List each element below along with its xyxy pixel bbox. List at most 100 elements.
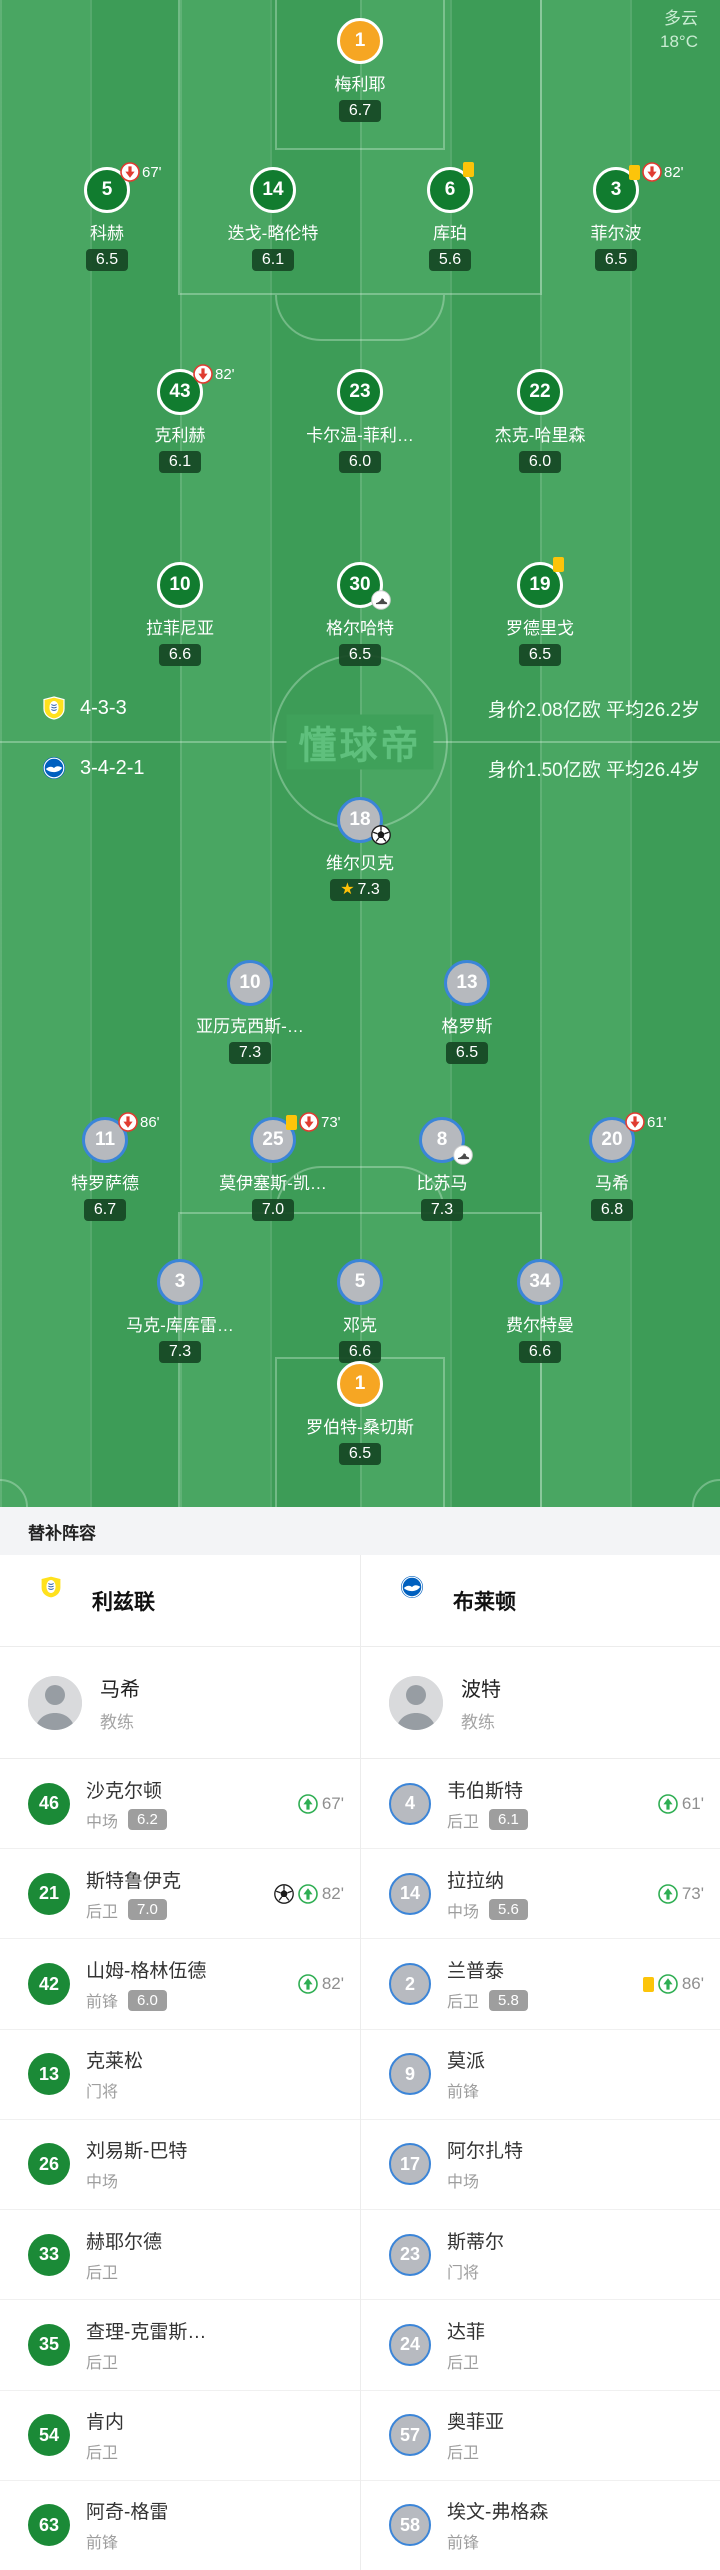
player-circle: 11 86' xyxy=(82,1112,160,1163)
weather-temperature: 18°C xyxy=(660,31,698,51)
player-rating: 6.6 xyxy=(338,1341,382,1363)
sub-player-number: 35 xyxy=(38,2334,60,2355)
sub-player-position: 后卫 xyxy=(86,1903,119,1921)
player-node[interactable]: 6 库珀 5.6 xyxy=(370,162,530,271)
player-circle: 6 xyxy=(427,162,474,213)
sub-player-row[interactable]: 13 克莱松 门将 xyxy=(0,2030,360,2120)
player-node[interactable]: 14 迭戈-略伦特 6.1 xyxy=(193,167,353,271)
away-team-header[interactable]: 布莱顿 xyxy=(361,1555,720,1647)
sub-player-row[interactable]: 2 兰普泰 后卫 5.8 86' xyxy=(361,1939,720,2030)
sub-player-position: 后卫 xyxy=(447,2354,480,2372)
player-node[interactable]: 10 拉菲尼亚 6.6 xyxy=(100,562,260,666)
player-node[interactable]: 1 罗伯特-桑切斯 6.5 xyxy=(280,1361,440,1465)
player-name: 维尔贝克 xyxy=(326,854,394,873)
player-node[interactable]: 18 维尔贝克 ★ 7.3 xyxy=(280,797,440,901)
sub-player-row[interactable]: 58 埃文-弗格森 前锋 xyxy=(361,2481,720,2570)
subs-section-header: 替补阵容 xyxy=(0,1507,720,1555)
player-node[interactable]: 5 邓克 6.6 xyxy=(280,1259,440,1363)
motm-star-icon: ★ xyxy=(340,881,355,898)
player-circle: 8 xyxy=(419,1117,473,1165)
sub-player-row[interactable]: 4 韦伯斯特 后卫 6.1 61' xyxy=(361,1759,720,1850)
sub-player-number: 13 xyxy=(38,2063,60,2084)
player-name: 克利赫 xyxy=(154,426,206,445)
sub-player-number: 57 xyxy=(399,2424,421,2445)
sub-out-icon xyxy=(120,162,140,182)
sub-player-row[interactable]: 33 赫耶尔德 后卫 xyxy=(0,2210,360,2301)
player-number: 14 xyxy=(262,179,284,200)
sub-player-row[interactable]: 63 阿奇-格雷 前锋 xyxy=(0,2481,360,2570)
sub-player-row[interactable]: 21 斯特鲁伊克 后卫 7.0 82' xyxy=(0,1849,360,1940)
watermark: 懂球帝 xyxy=(286,714,434,770)
sub-player-row[interactable]: 17 阿尔扎特 中场 xyxy=(361,2120,720,2211)
sub-player-circle: 58 xyxy=(389,2504,431,2547)
sub-player-number: 42 xyxy=(38,1973,60,1994)
assist-boot-icon xyxy=(371,590,391,610)
sub-player-name: 拉拉纳 xyxy=(447,1870,505,1892)
sub-minute: 61' xyxy=(681,1793,704,1813)
sub-player-number: 58 xyxy=(399,2514,421,2535)
home-coach-row[interactable]: 马希 教练 xyxy=(0,1647,360,1759)
leeds-crest-icon xyxy=(28,1575,74,1626)
player-number: 11 xyxy=(94,1129,116,1150)
sub-in-icon xyxy=(658,1884,678,1904)
yellow-card-icon xyxy=(629,164,640,180)
sub-player-position: 前锋 xyxy=(86,2535,119,2553)
player-node[interactable]: 43 82' 克利赫 6.1 xyxy=(100,364,260,473)
sub-player-name: 埃文-弗格森 xyxy=(447,2502,549,2524)
player-number: 25 xyxy=(262,1129,284,1150)
player-node[interactable]: 34 费尔特曼 6.6 xyxy=(460,1259,620,1363)
assist-boot-icon xyxy=(453,1145,473,1165)
player-node[interactable]: 10 亚历克西斯-… 7.3 xyxy=(170,960,330,1064)
player-node[interactable]: 5 67' 科赫 6.5 xyxy=(27,162,187,271)
sub-player-row[interactable]: 54 肯内 后卫 xyxy=(0,2391,360,2481)
player-node[interactable]: 23 卡尔温-菲利… 6.0 xyxy=(280,369,440,473)
player-number: 30 xyxy=(349,574,371,595)
sub-minute: 61' xyxy=(647,1113,667,1131)
sub-player-row[interactable]: 26 刘易斯-巴特 中场 xyxy=(0,2120,360,2211)
sub-player-circle: 35 xyxy=(28,2323,70,2366)
away-coach-name: 波特 xyxy=(461,1678,501,1701)
player-node[interactable]: 19 罗德里戈 6.5 xyxy=(460,557,620,666)
player-node[interactable]: 13 格罗斯 6.5 xyxy=(387,960,547,1064)
player-number: 20 xyxy=(601,1129,623,1150)
player-node[interactable]: 3 82' 菲尔波 6.5 xyxy=(536,162,696,271)
home-squad-info: 身价2.08亿欧 平均26.2岁 xyxy=(487,699,700,721)
sub-player-row[interactable]: 35 查理-克雷斯… 后卫 xyxy=(0,2300,360,2391)
away-coach-avatar xyxy=(389,1675,443,1730)
player-rating: ★ 7.3 xyxy=(330,879,390,901)
sub-player-row[interactable]: 24 达菲 后卫 xyxy=(361,2300,720,2391)
substitutes-section: 利兹联 马希 教练 46 沙克尔顿 中场 6.2 67' 21 斯特鲁伊克 后卫 7.0 82' 4… xyxy=(0,1555,720,2570)
player-node[interactable]: 30 格尔哈特 6.5 xyxy=(280,562,440,666)
sub-player-row[interactable]: 23 斯蒂尔 门将 xyxy=(361,2210,720,2301)
player-rating: 6.5 xyxy=(338,1443,382,1465)
player-node[interactable]: 1 梅利耶 6.7 xyxy=(280,18,440,122)
sub-player-row[interactable]: 57 奥菲亚 后卫 xyxy=(361,2391,720,2481)
home-team-header[interactable]: 利兹联 xyxy=(0,1555,360,1647)
sub-player-name: 莫派 xyxy=(447,2051,486,2073)
player-circle: 5 xyxy=(337,1259,383,1305)
player-rating: 7.0 xyxy=(251,1199,295,1221)
player-circle: 1 xyxy=(337,1361,383,1407)
player-node[interactable]: 22 杰克-哈里森 6.0 xyxy=(460,369,620,473)
sub-player-row[interactable]: 9 莫派 前锋 xyxy=(361,2030,720,2120)
sub-player-position: 后卫 xyxy=(447,1813,480,1831)
player-number: 23 xyxy=(349,381,371,402)
player-rating: 6.5 xyxy=(518,644,562,666)
player-name: 罗伯特-桑切斯 xyxy=(306,1418,414,1437)
player-circle: 34 xyxy=(517,1259,563,1305)
player-node[interactable]: 3 马克-库库雷… 7.3 xyxy=(100,1259,260,1363)
sub-player-number: 17 xyxy=(399,2153,421,2174)
player-node[interactable]: 25 73' 莫伊塞斯-凯… 7.0 xyxy=(193,1112,353,1221)
player-rating: 7.3 xyxy=(228,1042,272,1064)
sub-player-row[interactable]: 14 拉拉纳 中场 5.6 73' xyxy=(361,1849,720,1940)
away-squad-info: 身价1.50亿欧 平均26.4岁 xyxy=(487,759,700,781)
player-node[interactable]: 20 61' 马希 6.8 xyxy=(532,1112,692,1221)
player-number: 10 xyxy=(239,972,261,993)
player-node[interactable]: 11 86' 特罗萨德 6.7 xyxy=(25,1112,185,1221)
sub-player-circle: 33 xyxy=(28,2233,70,2276)
player-node[interactable]: 8 比苏马 7.3 xyxy=(362,1117,522,1221)
sub-player-row[interactable]: 46 沙克尔顿 中场 6.2 67' xyxy=(0,1759,360,1850)
away-coach-row[interactable]: 波特 教练 xyxy=(361,1647,720,1759)
sub-minute: 86' xyxy=(681,1974,704,1994)
sub-player-row[interactable]: 42 山姆-格林伍德 前锋 6.0 82' xyxy=(0,1939,360,2030)
